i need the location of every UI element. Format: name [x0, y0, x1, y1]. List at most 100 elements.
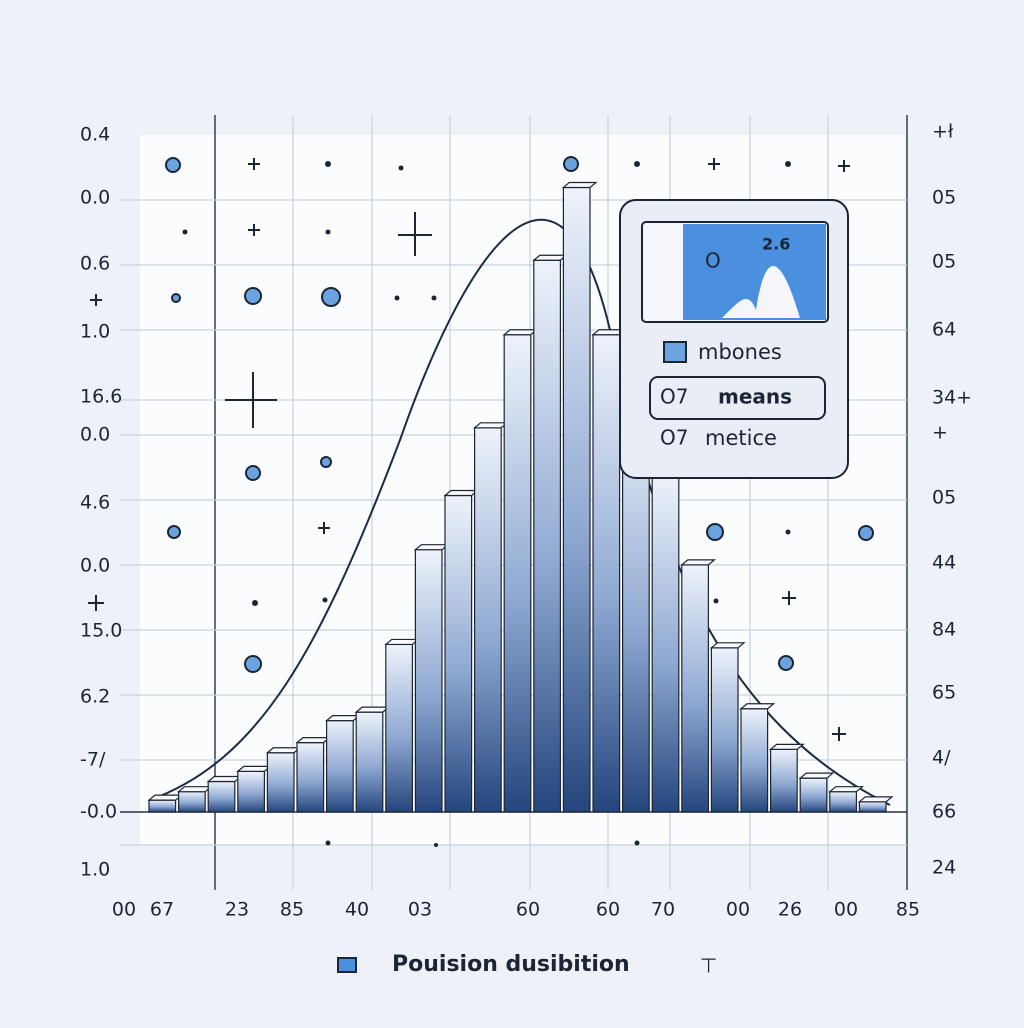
bar — [444, 494, 473, 813]
y-label-right: 44 — [932, 552, 956, 574]
bar-cap — [354, 706, 391, 713]
bar — [266, 752, 295, 813]
x-label: 23 — [225, 899, 249, 921]
legend: Pouision dusibition ⊤ — [337, 952, 717, 978]
legend-mark: ⊤ — [700, 954, 717, 978]
tooltip-prefix: O7 — [660, 426, 688, 450]
y-label-right: + — [932, 422, 948, 444]
y-label-right: 4/ — [932, 747, 951, 769]
y-label-left: 1.0 — [80, 859, 110, 881]
bar — [592, 334, 621, 813]
bar — [414, 549, 443, 813]
tooltip-item: metice — [705, 426, 777, 450]
y-label-right: 65 — [932, 682, 956, 704]
bar-cap — [739, 703, 776, 710]
x-label: 40 — [345, 899, 369, 921]
x-label: 85 — [896, 899, 920, 921]
bar-cap — [295, 737, 332, 744]
x-label: 26 — [778, 899, 802, 921]
x-label: 85 — [280, 899, 304, 921]
y-label-left: 4.6 — [80, 492, 110, 514]
bar — [858, 801, 887, 813]
y-label-left: 0.6 — [80, 253, 110, 275]
y-label-left: 15.0 — [80, 620, 122, 642]
bar-cap — [798, 772, 835, 779]
bar — [681, 564, 709, 813]
y-label-right: 05 — [932, 187, 956, 209]
bar-cap — [413, 544, 450, 551]
y-label-right: 66 — [932, 801, 956, 823]
bar-cap — [532, 254, 569, 261]
bar — [769, 748, 798, 813]
bar-cap — [236, 765, 273, 772]
decorations — [88, 156, 874, 847]
bar-cap — [857, 796, 894, 803]
y-label-left: 0.0 — [80, 187, 110, 209]
tooltip-item: mbones — [698, 340, 782, 364]
bar-cap — [147, 794, 184, 801]
bar-cap — [324, 715, 361, 722]
bar — [829, 791, 857, 813]
y-label-left: 1.0 — [80, 321, 110, 343]
bar — [474, 427, 502, 813]
bar-cap — [768, 743, 805, 750]
bar-cap — [561, 181, 598, 189]
y-label-left: 16.6 — [80, 386, 122, 408]
x-label: 60 — [596, 899, 620, 921]
y-label-left: -0.0 — [80, 801, 117, 823]
bar-cap — [265, 747, 302, 754]
bar-cap — [680, 559, 717, 566]
x-label: 03 — [408, 899, 432, 921]
y-label-left: 0.4 — [80, 124, 110, 146]
bar-cap — [828, 786, 865, 793]
x-label: 00 — [726, 899, 750, 921]
y-label-right: 24 — [932, 857, 956, 879]
y-label-left: 0.0 — [80, 555, 110, 577]
bar — [207, 780, 236, 813]
bar — [296, 742, 325, 813]
bar-cap — [384, 638, 421, 646]
tooltip-prefix: O7 — [660, 385, 688, 409]
bar — [503, 334, 532, 813]
x-label: 70 — [651, 899, 675, 921]
legend-swatch — [337, 957, 357, 973]
density-curve — [149, 218, 891, 806]
y-label-left: 0.0 — [80, 424, 110, 446]
bar — [385, 643, 413, 813]
bar — [651, 474, 680, 813]
y-label-right: 05 — [932, 487, 956, 509]
bar-cap — [206, 775, 243, 783]
bar-cap — [472, 422, 509, 429]
y-label-right: 34+ — [932, 387, 972, 409]
y-label-right: 64 — [932, 319, 956, 341]
y-label-left: -7/ — [80, 749, 106, 771]
tooltip-prefix: O — [705, 249, 721, 273]
bar — [237, 770, 266, 813]
legend-label: Pouision dusibition — [392, 952, 630, 977]
bar — [533, 259, 561, 813]
bar — [355, 711, 384, 813]
bar-cap — [709, 642, 746, 649]
x-label: 67 — [150, 899, 174, 921]
bar-cap — [502, 329, 539, 336]
y-label-left: 6.2 — [80, 686, 110, 708]
x-label: 00 — [112, 899, 136, 921]
bar — [710, 647, 739, 813]
x-label: 00 — [834, 899, 858, 921]
y-label-right: +ł — [932, 121, 954, 143]
bar-cap — [443, 489, 480, 497]
tooltip-value: 2.6 — [762, 235, 790, 254]
y-label-right: 84 — [932, 619, 956, 641]
bar — [799, 777, 828, 813]
bar — [740, 708, 769, 813]
tooltip-item: means — [718, 385, 792, 409]
bar — [148, 799, 177, 813]
bar-cap — [176, 786, 213, 793]
bar — [326, 720, 354, 813]
bar — [178, 791, 206, 813]
x-label: 60 — [516, 899, 540, 921]
bar — [562, 186, 591, 813]
tooltip: O 2.6 mbones O7 means O7 metice — [619, 199, 849, 479]
